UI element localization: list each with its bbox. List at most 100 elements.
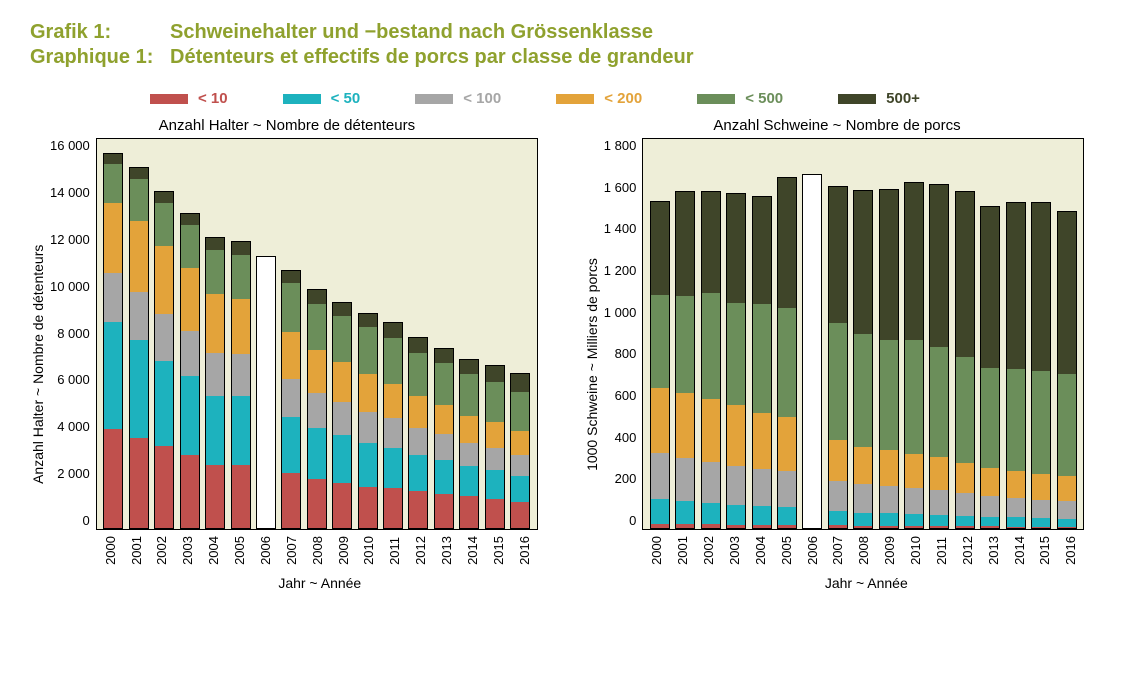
- seg-< 200: [511, 431, 529, 455]
- seg-500+: [854, 191, 872, 334]
- seg-< 10: [981, 526, 999, 528]
- seg-< 500: [651, 295, 669, 388]
- seg-< 500: [359, 327, 377, 375]
- seg-< 50: [1007, 517, 1025, 526]
- seg-< 200: [981, 468, 999, 496]
- seg-500+: [676, 192, 694, 296]
- seg-< 200: [956, 463, 974, 493]
- seg-< 10: [384, 488, 402, 528]
- xtick-2012: 2012: [413, 536, 433, 565]
- legend-label-0: < 10: [198, 90, 228, 107]
- seg-< 500: [956, 357, 974, 463]
- seg-< 200: [333, 362, 351, 402]
- seg-< 100: [384, 418, 402, 447]
- seg-< 10: [930, 526, 948, 528]
- bar-2013: [980, 206, 1000, 529]
- legend-swatch-3: [556, 94, 594, 104]
- seg-< 100: [981, 496, 999, 517]
- seg-< 200: [778, 417, 796, 471]
- seg-< 50: [384, 448, 402, 488]
- seg-< 50: [753, 506, 771, 525]
- bar-2013: [434, 348, 454, 529]
- legend-label-5: 500+: [886, 90, 920, 107]
- seg-< 200: [486, 422, 504, 448]
- seg-< 500: [181, 225, 199, 269]
- legend-label-1: < 50: [331, 90, 361, 107]
- seg-< 10: [702, 524, 720, 528]
- bar-2014: [459, 359, 479, 529]
- ytick: 6 000: [57, 372, 90, 387]
- bar-2015: [1031, 202, 1051, 529]
- seg-< 50: [829, 511, 847, 525]
- seg-< 100: [880, 486, 898, 513]
- seg-< 10: [104, 429, 122, 528]
- seg-< 50: [1058, 519, 1076, 527]
- seg-500+: [282, 271, 300, 283]
- seg-< 10: [1058, 527, 1076, 528]
- seg-< 10: [282, 473, 300, 528]
- bar-2007: [281, 270, 301, 529]
- seg-< 50: [104, 322, 122, 429]
- xtick-2010: 2010: [361, 536, 381, 565]
- seg-< 500: [702, 293, 720, 399]
- seg-500+: [511, 374, 529, 391]
- bar-2014: [1006, 202, 1026, 529]
- seg-< 500: [1032, 371, 1050, 474]
- xtick-2011: 2011: [934, 536, 954, 565]
- seg-< 200: [460, 416, 478, 443]
- seg-< 500: [282, 283, 300, 332]
- xtick-2005: 2005: [232, 536, 252, 565]
- seg-< 10: [1007, 527, 1025, 528]
- ytick: 200: [615, 471, 637, 486]
- seg-< 100: [727, 466, 745, 505]
- seg-< 500: [104, 164, 122, 203]
- title-text-1: Schweinehalter und −bestand nach Grössen…: [170, 20, 653, 45]
- bar-2002: [701, 191, 721, 529]
- seg-< 100: [778, 471, 796, 507]
- ytick: 16 000: [50, 138, 90, 153]
- seg-< 100: [460, 443, 478, 466]
- seg-< 10: [1032, 527, 1050, 528]
- left-xticks: 2000200120022003200420052006200720082009…: [96, 536, 544, 565]
- bar-2004: [205, 237, 225, 529]
- legend-item-4: < 500: [697, 90, 783, 107]
- legend-swatch-0: [150, 94, 188, 104]
- seg-< 10: [155, 446, 173, 528]
- legend-item-2: < 100: [415, 90, 501, 107]
- seg-< 10: [130, 438, 148, 528]
- seg-< 100: [130, 292, 148, 341]
- ytick: 400: [615, 430, 637, 445]
- seg-< 500: [829, 323, 847, 440]
- seg-< 10: [854, 526, 872, 528]
- xtick-2013: 2013: [986, 536, 1006, 565]
- xtick-2004: 2004: [753, 536, 773, 565]
- legend-item-0: < 10: [150, 90, 228, 107]
- seg-500+: [956, 192, 974, 357]
- bar-2007: [828, 186, 848, 529]
- bar-2006: [256, 256, 276, 529]
- seg-< 10: [829, 525, 847, 528]
- seg-500+: [905, 183, 923, 340]
- seg-500+: [702, 192, 720, 293]
- xtick-2015: 2015: [1037, 536, 1057, 565]
- xtick-2012: 2012: [960, 536, 980, 565]
- xtick-2006: 2006: [258, 536, 278, 565]
- seg-< 50: [905, 514, 923, 526]
- seg-< 500: [384, 338, 402, 384]
- seg-< 200: [880, 450, 898, 486]
- seg-< 200: [1058, 476, 1076, 501]
- seg-< 200: [232, 299, 250, 354]
- seg-500+: [778, 178, 796, 308]
- ytick: 0: [83, 513, 90, 528]
- seg-< 10: [880, 526, 898, 528]
- left-chart-title: Anzahl Halter ~ Nombre de détenteurs: [30, 117, 544, 134]
- seg-500+: [384, 323, 402, 338]
- legend-swatch-2: [415, 94, 453, 104]
- seg-< 200: [308, 350, 326, 393]
- ytick: 600: [615, 388, 637, 403]
- xtick-2009: 2009: [336, 536, 356, 565]
- bar-2010: [358, 313, 378, 530]
- seg-< 500: [930, 347, 948, 458]
- bar-2016: [510, 373, 530, 529]
- legend-label-2: < 100: [463, 90, 501, 107]
